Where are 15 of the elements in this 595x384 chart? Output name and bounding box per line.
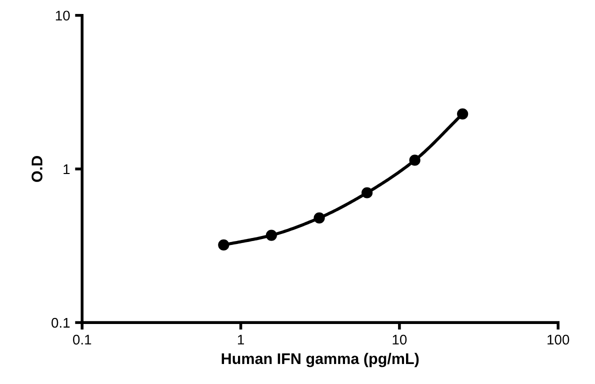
point xyxy=(266,230,277,241)
x-tick-label: 1 xyxy=(238,334,244,344)
y-tick-label: 0.1 xyxy=(52,318,70,328)
point xyxy=(409,154,420,166)
point xyxy=(362,187,373,198)
point xyxy=(314,212,325,224)
point xyxy=(457,108,468,120)
x-tick-label: 10 xyxy=(392,334,407,345)
point xyxy=(218,239,230,251)
x-tick-label: 0.1 xyxy=(73,334,92,345)
y-axis-title: O.D xyxy=(32,156,42,182)
y-tick-label: 10 xyxy=(56,10,70,21)
x-tick-label: 100 xyxy=(548,334,570,345)
x-axis-title: Human IFN gamma (pg/mL) xyxy=(222,352,419,368)
y-tick-label: 1 xyxy=(64,164,70,174)
